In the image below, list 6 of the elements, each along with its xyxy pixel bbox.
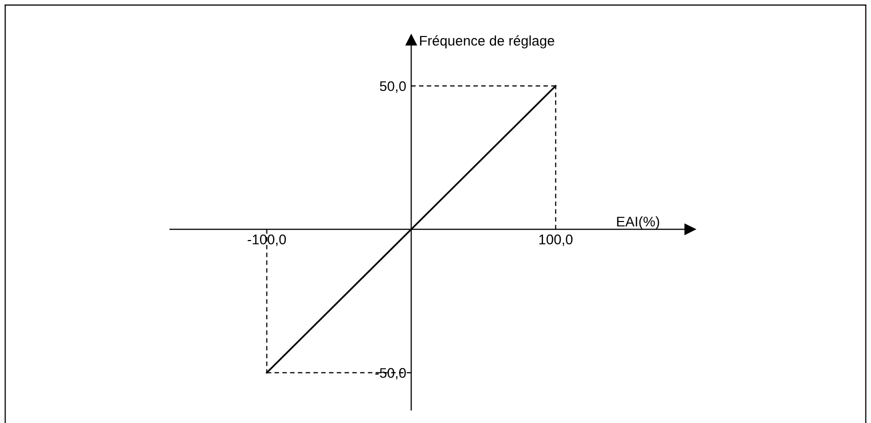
y-tick-label: -50,0: [375, 368, 406, 380]
x-tick-label: -100,0: [248, 234, 286, 246]
x-tick-label: 100,0: [539, 234, 573, 246]
x-axis-title: EAI(%): [617, 216, 660, 230]
y-tick-label: 50,0: [380, 81, 406, 93]
y-axis-title: Fréquence de réglage: [420, 35, 554, 48]
